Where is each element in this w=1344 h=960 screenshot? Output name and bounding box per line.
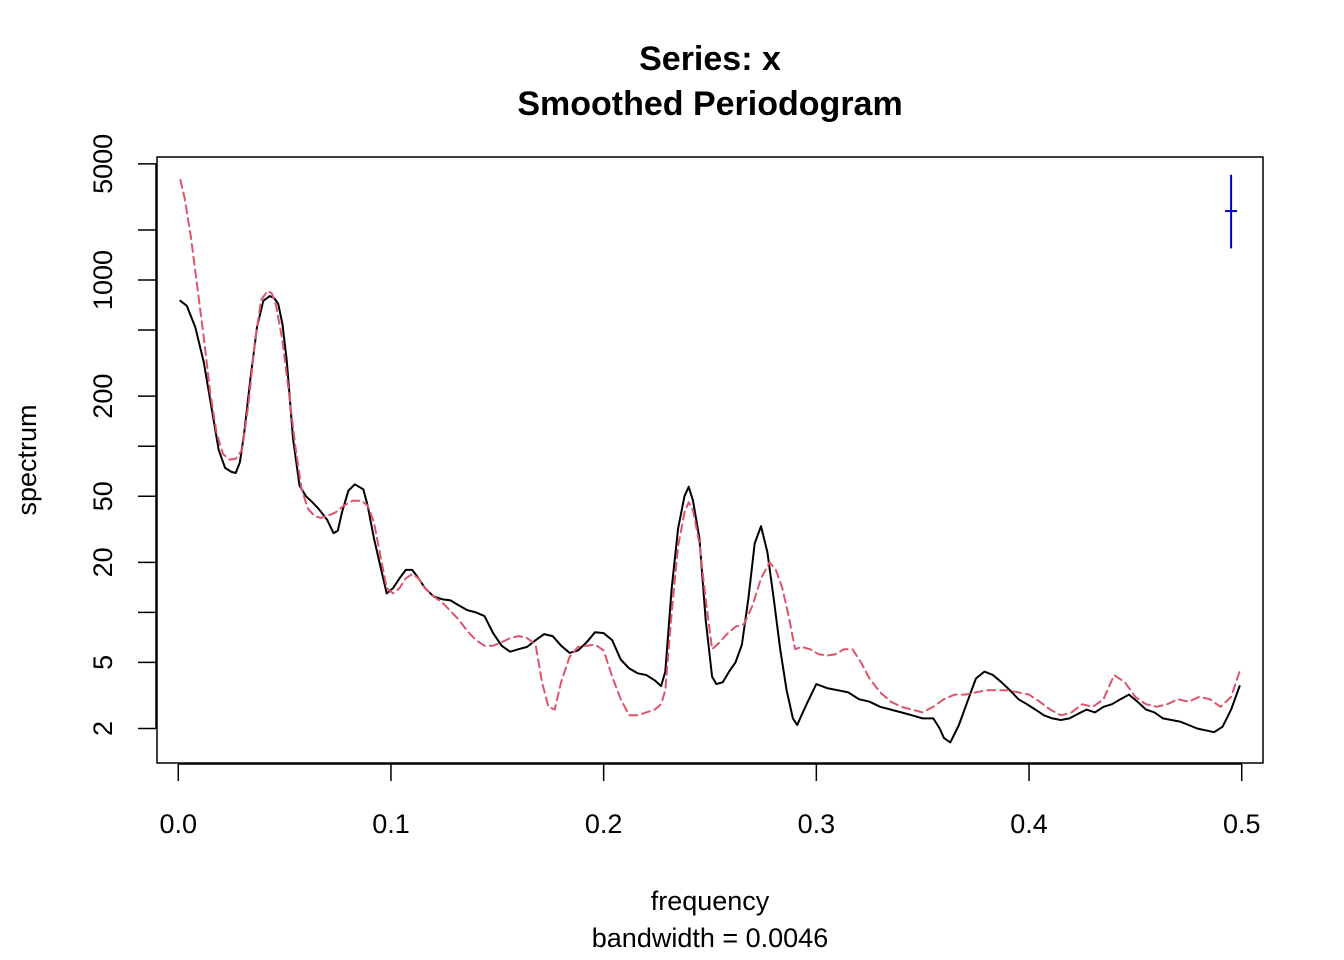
x-tick-label: 0.4: [1010, 809, 1048, 839]
plot-box: [156, 156, 1264, 764]
y-tick-label: 5000: [88, 134, 118, 194]
y-tick-label: 50: [88, 481, 118, 511]
series-line-dashed: [179, 179, 1241, 717]
y-tick-label: 2: [88, 721, 118, 736]
x-axis-label: frequency: [651, 886, 770, 916]
x-axis: 0.0 0.1 0.2 0.3 0.4 0.5: [159, 763, 1261, 839]
series-line-solid: [179, 295, 1241, 744]
x-tick-label: 0.2: [585, 809, 623, 839]
y-axis-label: spectrum: [12, 404, 42, 515]
x-tick-label: 0.5: [1223, 809, 1261, 839]
bandwidth-label: bandwidth = 0.0046: [592, 923, 828, 953]
x-tick-label: 0.3: [798, 809, 836, 839]
y-tick-label: 5: [88, 655, 118, 670]
x-tick-label: 0.1: [372, 809, 410, 839]
y-tick-label: 200: [88, 374, 118, 419]
y-tick-label: 1000: [88, 250, 118, 310]
y-tick-label: 20: [88, 547, 118, 577]
chart-subtitle: Smoothed Periodogram: [517, 85, 902, 123]
chart-title: Series: x: [639, 40, 781, 78]
series-layer: [179, 179, 1241, 744]
x-tick-label: 0.0: [159, 809, 197, 839]
y-axis: 2 5 20 50 200 1000 5000: [88, 134, 157, 736]
confidence-interval-marker: [1225, 174, 1238, 249]
